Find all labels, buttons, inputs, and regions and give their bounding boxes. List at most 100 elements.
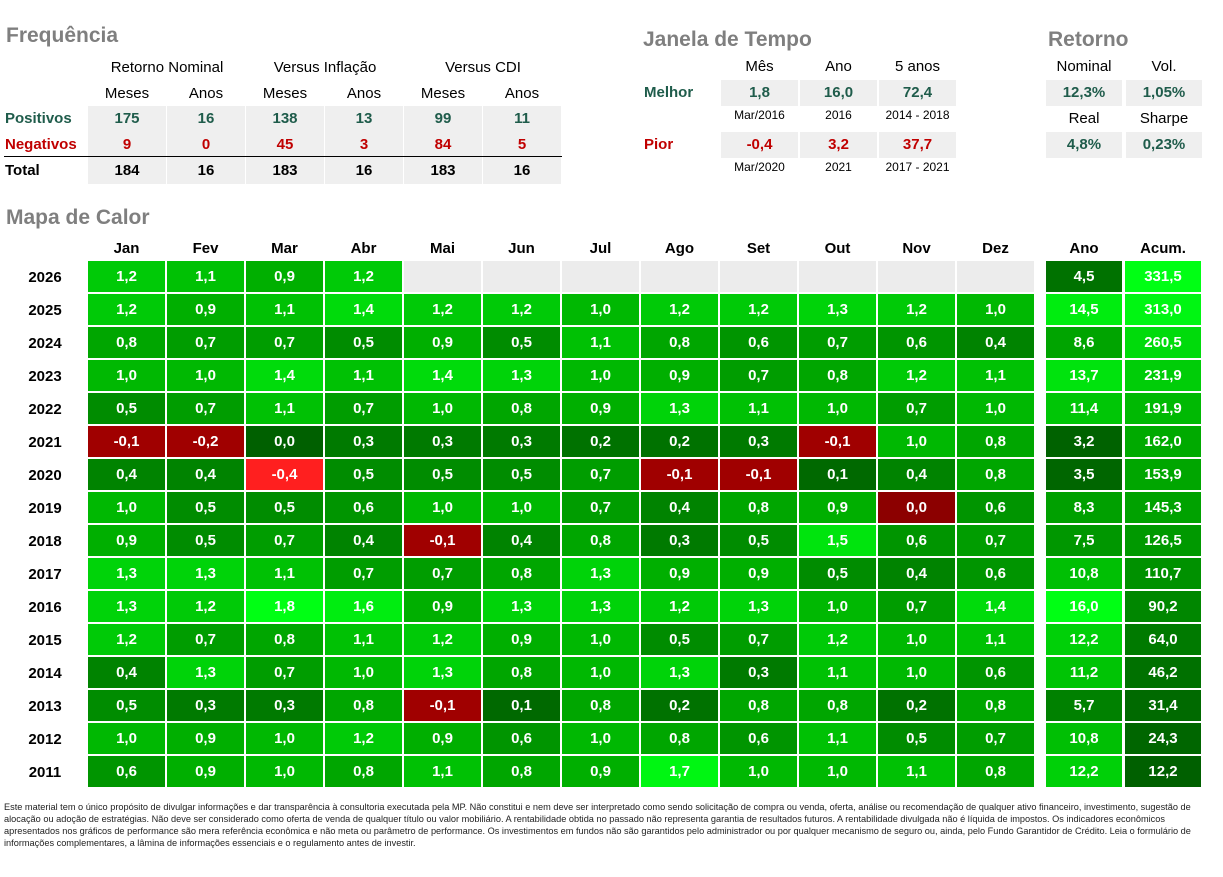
heatmap-cell: 0,4 <box>878 459 955 490</box>
heatmap-cell: 1,2 <box>483 294 560 325</box>
heatmap-cell: 1,4 <box>957 591 1034 622</box>
heatmap-cell: 1,0 <box>88 360 165 391</box>
heatmap-ano-cell: 4,5 <box>1046 261 1122 292</box>
heatmap-cell: 0,9 <box>404 327 481 358</box>
heatmap-year-label: 2020 <box>28 467 62 484</box>
heatmap-cell: 0,8 <box>483 393 560 424</box>
heatmap-cell: 0,2 <box>878 690 955 721</box>
heatmap-month-header: Jan <box>113 240 140 257</box>
retorno-value: 0,23% <box>1126 132 1202 158</box>
heatmap-acum-cell: 24,3 <box>1125 723 1201 754</box>
heatmap-cell-empty <box>483 261 560 292</box>
janela-melhor-label: Melhor <box>644 84 694 101</box>
heatmap-cell: 1,0 <box>562 624 639 655</box>
heatmap-cell: 0,9 <box>404 591 481 622</box>
heatmap-cell: 0,8 <box>483 756 560 787</box>
heatmap-cell: 1,1 <box>562 327 639 358</box>
heatmap-cell: -0,2 <box>167 426 244 457</box>
heatmap-cell: 0,9 <box>641 360 718 391</box>
heatmap-cell: 1,0 <box>246 723 323 754</box>
heatmap-cell: 1,2 <box>325 261 402 292</box>
heatmap-cell: 0,5 <box>88 690 165 721</box>
janela-melhor-value: 1,8 <box>721 80 798 106</box>
heatmap-acum-cell: 191,9 <box>1125 393 1201 424</box>
freq-subheader: Meses <box>420 85 466 102</box>
heatmap-ano-cell: 12,2 <box>1046 624 1122 655</box>
freq-cell: 84 <box>404 132 482 158</box>
heatmap-month-header: Mai <box>429 240 455 257</box>
freq-cell: 3 <box>325 132 403 158</box>
heatmap-cell: 0,8 <box>641 723 718 754</box>
heatmap-cell: 1,0 <box>483 492 560 523</box>
heatmap-cell: 0,7 <box>167 393 244 424</box>
heatmap-month-header: Fev <box>192 240 219 257</box>
heatmap-cell: 1,0 <box>720 756 797 787</box>
heatmap-cell-empty <box>720 261 797 292</box>
janela-melhor-value: 72,4 <box>879 80 956 106</box>
heatmap-cell: 1,0 <box>88 492 165 523</box>
heatmap-cell: 1,1 <box>325 360 402 391</box>
freq-subheader: Meses <box>104 85 150 102</box>
freq-cell: 184 <box>88 158 166 184</box>
heatmap-cell: 1,3 <box>562 558 639 589</box>
janela-pior-value: 3,2 <box>800 132 877 158</box>
heatmap-year-label: 2025 <box>28 302 62 319</box>
freq-cell: 16 <box>167 106 245 132</box>
heatmap-year-label: 2024 <box>28 335 62 352</box>
heatmap-cell: 0,4 <box>88 459 165 490</box>
heatmap-cell: 0,8 <box>483 558 560 589</box>
heatmap-ano-cell: 12,2 <box>1046 756 1122 787</box>
heatmap-cell: 0,7 <box>720 624 797 655</box>
heatmap-cell: 1,3 <box>88 558 165 589</box>
freq-cell: 183 <box>246 158 324 184</box>
heatmap-cell: 0,9 <box>562 393 639 424</box>
janela-title: Janela de Tempo <box>643 28 812 51</box>
heatmap-month-header: Jul <box>589 240 612 257</box>
janela-melhor-date: Mar/2016 <box>734 108 785 122</box>
heatmap-ano-cell: 3,2 <box>1046 426 1122 457</box>
heatmap-cell: 0,2 <box>641 426 718 457</box>
heatmap-cell: 0,9 <box>167 294 244 325</box>
heatmap-ano-cell: 11,4 <box>1046 393 1122 424</box>
heatmap-cell: 1,0 <box>167 360 244 391</box>
heatmap-month-header: Out <box>824 240 851 257</box>
heatmap-cell: 0,8 <box>720 492 797 523</box>
freq-group-inflacao: Versus Inflação <box>273 59 377 76</box>
freq-cell: 175 <box>88 106 166 132</box>
heatmap-cell: 0,9 <box>167 723 244 754</box>
heatmap-cell: 1,0 <box>562 360 639 391</box>
heatmap-ano-cell: 8,6 <box>1046 327 1122 358</box>
heatmap-cell: 0,7 <box>957 525 1034 556</box>
heatmap-cell: 1,2 <box>404 624 481 655</box>
freq-subheader: Anos <box>346 85 382 102</box>
heatmap-cell: 0,7 <box>167 624 244 655</box>
heatmap-cell: 0,8 <box>799 690 876 721</box>
heatmap-cell: 0,3 <box>167 690 244 721</box>
janela-header: Ano <box>825 58 852 75</box>
heatmap-cell: 1,7 <box>641 756 718 787</box>
disclaimer-text: Este material tem o único propósito de d… <box>4 802 1191 848</box>
heatmap-cell: 1,8 <box>246 591 323 622</box>
freq-cell: 16 <box>325 158 403 184</box>
heatmap-cell: 0,7 <box>562 459 639 490</box>
heatmap-cell: 0,8 <box>957 426 1034 457</box>
heatmap-cell: 1,0 <box>799 591 876 622</box>
heatmap-cell: 0,8 <box>957 690 1034 721</box>
heatmap-acum-cell: 64,0 <box>1125 624 1201 655</box>
heatmap-acum-cell: 31,4 <box>1125 690 1201 721</box>
heatmap-cell: 0,6 <box>957 492 1034 523</box>
heatmap-cell: 1,2 <box>799 624 876 655</box>
heatmap-cell: 1,2 <box>88 261 165 292</box>
heatmap-cell: 1,0 <box>325 657 402 688</box>
heatmap-cell: 0,5 <box>167 492 244 523</box>
heatmap-cell: 0,8 <box>957 756 1034 787</box>
freq-cell: 0 <box>167 132 245 158</box>
heatmap-cell: 0,8 <box>325 690 402 721</box>
heatmap-cell-empty <box>799 261 876 292</box>
heatmap-cell: 1,2 <box>878 294 955 325</box>
heatmap-cell: 1,1 <box>246 558 323 589</box>
heatmap-cell: 1,3 <box>720 591 797 622</box>
heatmap-cell: 0,3 <box>720 657 797 688</box>
frequencia-title: Frequência <box>6 24 119 47</box>
retorno-header: Nominal <box>1056 58 1112 75</box>
